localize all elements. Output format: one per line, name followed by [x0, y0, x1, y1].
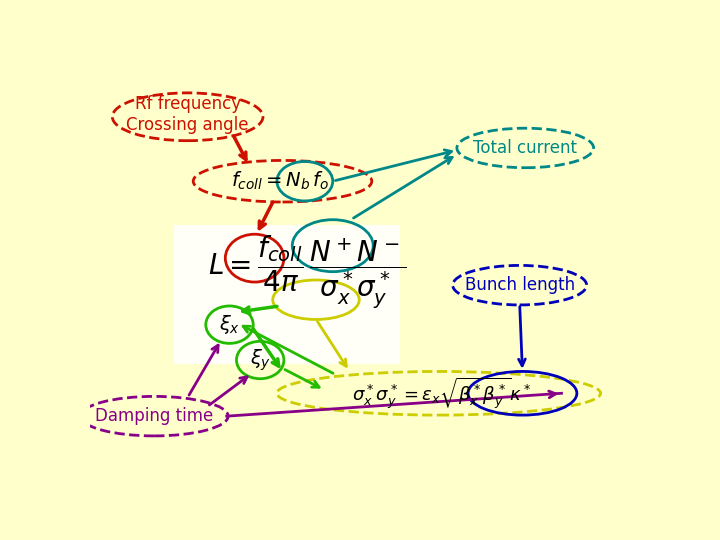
- Text: Damping time: Damping time: [95, 407, 213, 425]
- Text: Total current: Total current: [473, 139, 577, 157]
- Text: $L = \dfrac{f_{coll}}{4\pi}\,\dfrac{N^+N^-}{\sigma_x^*\sigma_y^*}$: $L = \dfrac{f_{coll}}{4\pi}\,\dfrac{N^+N…: [209, 234, 407, 311]
- Text: $\xi_x$: $\xi_x$: [219, 313, 240, 336]
- Text: Rf frequency
Crossing angle: Rf frequency Crossing angle: [127, 95, 249, 134]
- FancyBboxPatch shape: [174, 225, 400, 364]
- Text: $\sigma_x^*\sigma_y^* = \varepsilon_x\sqrt{\beta_x^*\beta_y^*}\kappa^*$: $\sigma_x^*\sigma_y^* = \varepsilon_x\sq…: [352, 375, 531, 411]
- Text: Bunch length: Bunch length: [464, 276, 575, 294]
- Text: $f_{coll} = N_b\,f_o$: $f_{coll} = N_b\,f_o$: [230, 170, 329, 192]
- Text: $\xi_y$: $\xi_y$: [250, 347, 271, 373]
